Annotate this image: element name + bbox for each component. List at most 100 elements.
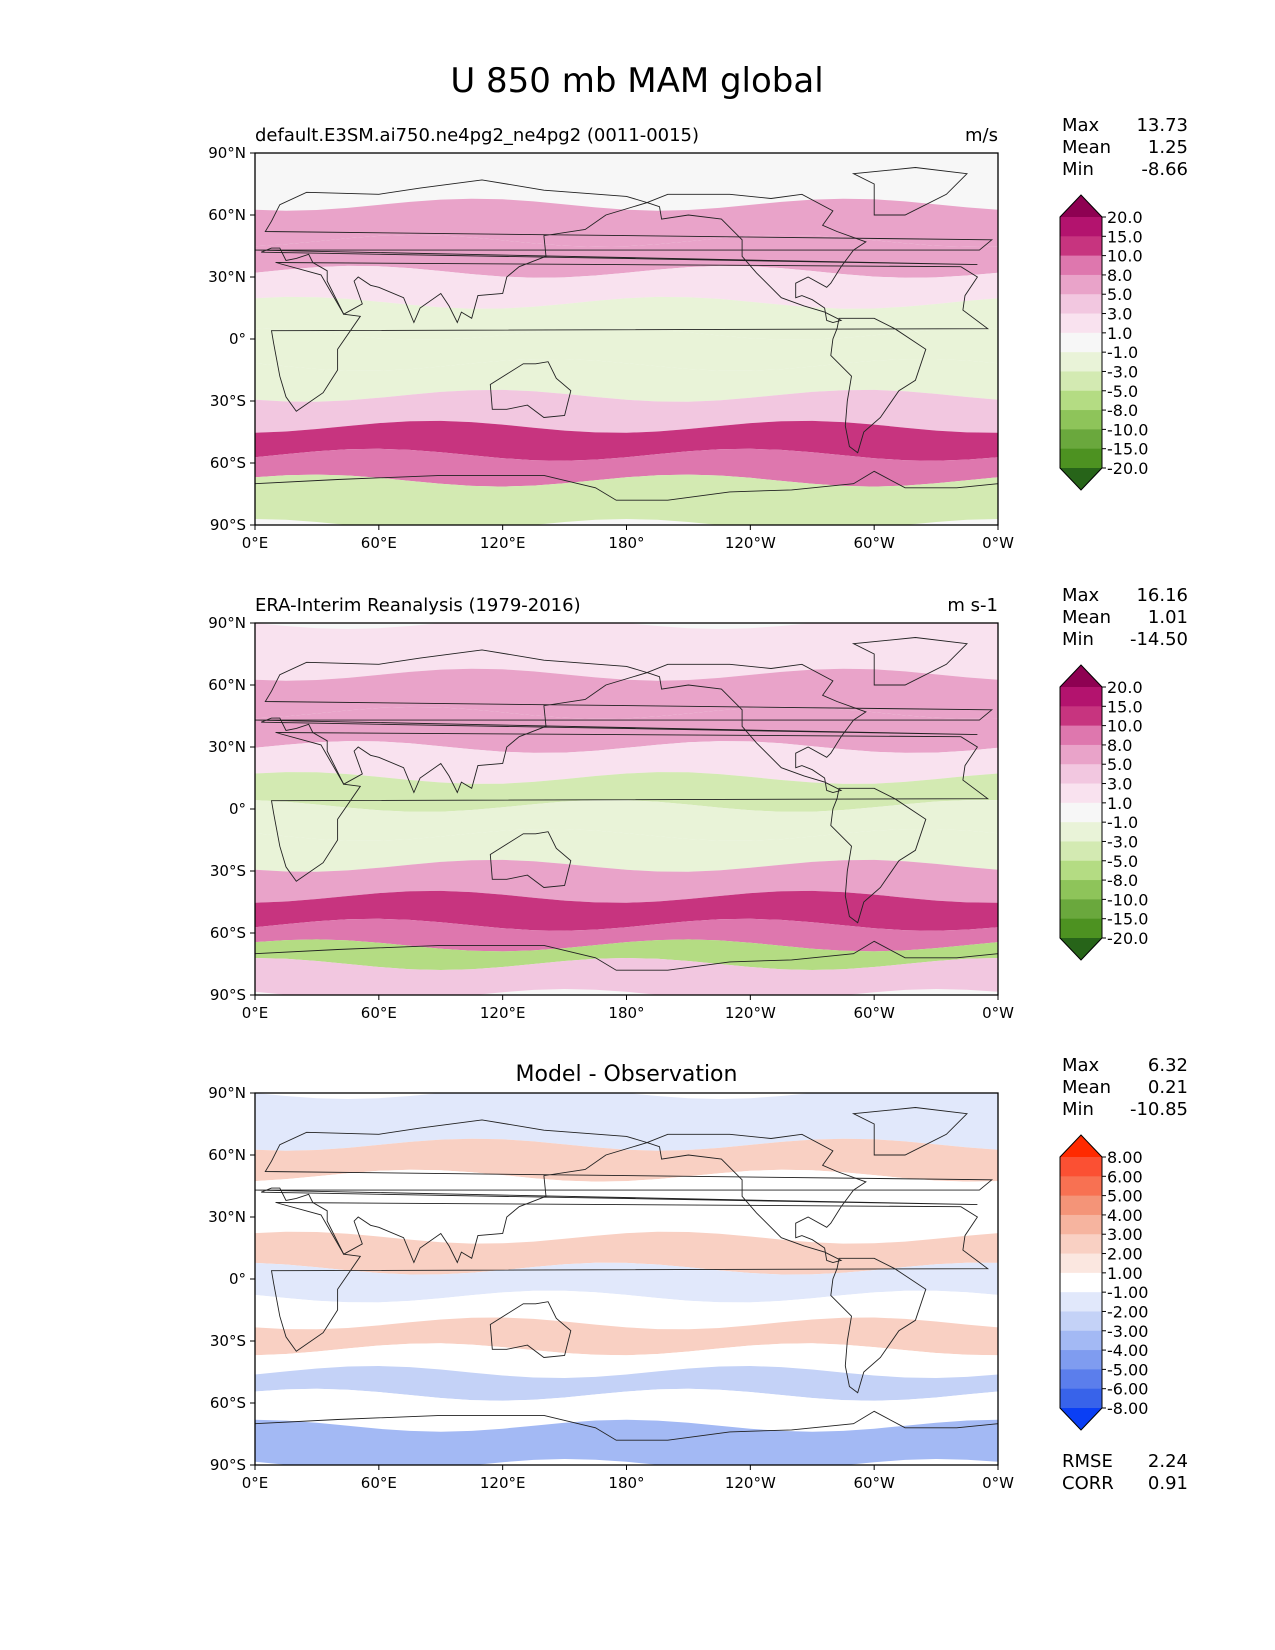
x-tick-label: 0°W <box>982 1474 1014 1492</box>
y-tick-label: 0° <box>229 330 246 348</box>
x-tick-label: 60°W <box>853 1004 895 1022</box>
contour-band <box>255 1366 998 1401</box>
contour-band <box>255 420 998 461</box>
contour-band <box>255 890 998 931</box>
stat-value: 13.73 <box>1136 115 1188 136</box>
coastline <box>645 663 867 793</box>
colorbar-tick-label: 10.0 <box>1107 247 1143 266</box>
y-tick-label: 0° <box>229 1270 246 1288</box>
x-tick-label: 120°W <box>725 1004 776 1022</box>
coastline <box>489 831 572 888</box>
stat-label: Min <box>1062 629 1094 650</box>
coastline <box>255 1410 998 1465</box>
y-tick-label: 30°S <box>210 862 246 880</box>
map-field <box>255 153 998 525</box>
colorbar-swatch <box>1060 783 1102 804</box>
contour-band <box>255 1200 998 1244</box>
colorbar-tick-label: 1.0 <box>1107 794 1132 813</box>
coastline <box>489 1301 572 1358</box>
colorbar-tick-label: 5.0 <box>1107 755 1132 774</box>
colorbar-swatch <box>1060 332 1102 353</box>
colorbar-swatch <box>1060 1253 1102 1274</box>
colorbar-tick-label: -8.00 <box>1107 1399 1148 1418</box>
colorbar-tick-label: -3.00 <box>1107 1322 1148 1341</box>
colorbar-tick-label: -1.0 <box>1107 343 1138 362</box>
colorbar-swatch <box>1060 802 1102 823</box>
panel-diff: Model - Observation 0°E 60°E 120°E 180° 120°W… <box>208 1055 1188 1494</box>
y-tick-label: 90°N <box>208 144 246 162</box>
colorbar-swatch <box>1060 1330 1102 1351</box>
coastline <box>270 262 990 412</box>
colorbar-tick-label: 3.0 <box>1107 305 1132 324</box>
y-tick-label: 60°N <box>208 676 246 694</box>
x-tick-label: 120°W <box>725 534 776 552</box>
colorbar-tick-label: 8.0 <box>1107 736 1132 755</box>
contour-band <box>255 772 998 812</box>
contour-band <box>255 1262 998 1303</box>
colorbar-tick-label: -8.0 <box>1107 871 1138 890</box>
panel-title: default.E3SM.ai750.ne4pg2_ne4pg2 (0011-0… <box>255 125 699 146</box>
contour-band <box>255 198 998 247</box>
colorbar-tick-label: -20.0 <box>1107 929 1148 948</box>
panel-title: Model - Observation <box>516 1062 738 1087</box>
coastline <box>830 787 927 924</box>
x-tick-label: 180° <box>608 1004 644 1022</box>
stat-label: Min <box>1062 159 1094 180</box>
contour-band <box>255 1388 998 1432</box>
colorbar: 20.015.010.08.05.03.01.0-1.0-3.0-5.0-8.0… <box>1059 194 1148 491</box>
colorbar-tick-label: 15.0 <box>1107 227 1143 246</box>
x-tick-label: 180° <box>608 1474 644 1492</box>
colorbar: 8.006.005.004.003.002.001.00-1.00-2.00-3… <box>1059 1134 1148 1431</box>
y-tick-label: 30°S <box>210 392 246 410</box>
coastline <box>645 193 867 323</box>
colorbar-swatch <box>1060 1272 1102 1293</box>
x-tick-label: 0°E <box>242 1004 269 1022</box>
coastline <box>255 1119 994 1264</box>
colorbar-swatch <box>1060 255 1102 276</box>
colorbar-tick-label: -2.00 <box>1107 1302 1148 1321</box>
stat-value: -14.50 <box>1130 629 1188 650</box>
coastline <box>851 1107 968 1156</box>
y-tick-label: 30°S <box>210 1332 246 1350</box>
colorbar-tick-label: 3.00 <box>1107 1225 1143 1244</box>
colorbar-swatch <box>1060 371 1102 392</box>
coastline <box>489 361 572 418</box>
colorbar-swatch <box>1060 918 1102 939</box>
colorbar-swatch <box>1060 822 1102 842</box>
colorbar-extend-max <box>1060 665 1102 687</box>
colorbar-tick-label: 5.00 <box>1107 1187 1143 1206</box>
y-tick-label: 60°S <box>210 1394 246 1412</box>
contour-band <box>255 1317 998 1356</box>
units-label: m/s <box>965 125 998 146</box>
colorbar-tick-label: -10.0 <box>1107 420 1148 439</box>
colorbar-swatch <box>1060 1234 1102 1255</box>
contour-band <box>255 800 998 841</box>
metric-value: 2.24 <box>1148 1451 1188 1472</box>
colorbar-extend-min <box>1060 468 1102 490</box>
units-label: m s-1 <box>947 595 998 616</box>
contour-band <box>255 1290 998 1330</box>
x-tick-label: 0°W <box>982 534 1014 552</box>
colorbar-extend-max <box>1060 195 1102 217</box>
x-tick-label: 120°E <box>480 1474 526 1492</box>
contour-band <box>255 623 998 681</box>
panel-title: ERA-Interim Reanalysis (1979-2016) <box>255 595 581 616</box>
colorbar-tick-label: -8.0 <box>1107 401 1138 420</box>
y-tick-label: 60°N <box>208 206 246 224</box>
colorbar-swatch <box>1060 1214 1102 1235</box>
metric-label: RMSE <box>1062 1451 1113 1472</box>
colorbar-extend-min <box>1060 938 1102 960</box>
metric-value: 0.91 <box>1148 1473 1188 1494</box>
coastline <box>255 649 994 794</box>
metric-label: CORR <box>1062 1473 1114 1494</box>
colorbar-tick-label: 2.00 <box>1107 1245 1143 1264</box>
contour-band <box>255 328 998 371</box>
colorbar-swatch <box>1060 764 1102 785</box>
colorbar-swatch <box>1060 313 1102 334</box>
colorbar-tick-label: 4.00 <box>1107 1206 1143 1225</box>
x-tick-label: 180° <box>608 534 644 552</box>
x-tick-label: 120°W <box>725 1474 776 1492</box>
contour-band <box>255 1093 998 1151</box>
colorbar-tick-label: 6.00 <box>1107 1167 1143 1186</box>
